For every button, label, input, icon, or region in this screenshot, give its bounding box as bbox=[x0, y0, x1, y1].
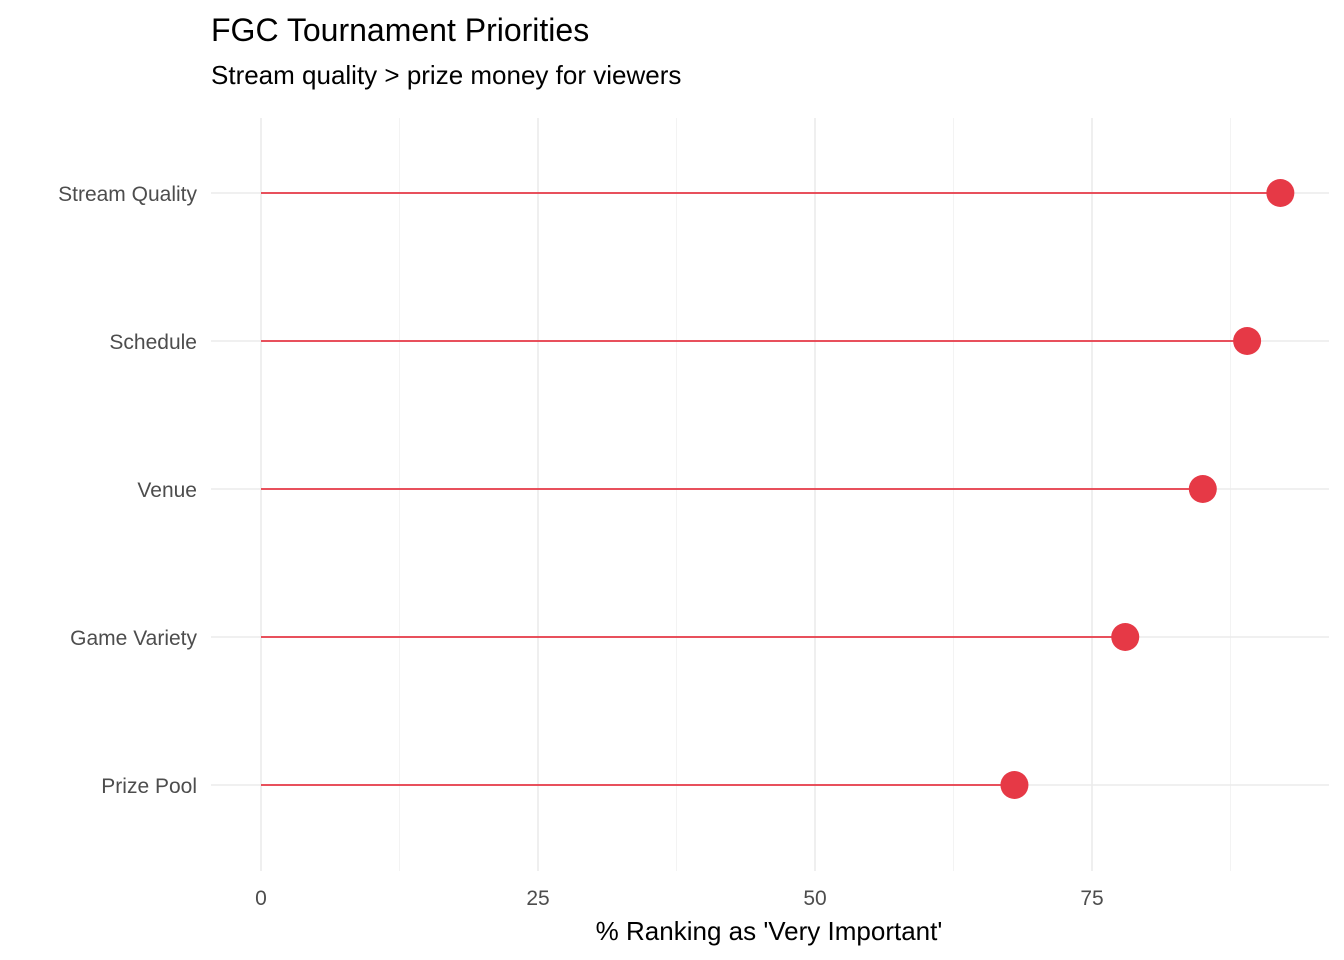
x-axis-title: % Ranking as 'Very Important' bbox=[596, 916, 943, 946]
x-axis-labels: 0 25 50 75 bbox=[255, 887, 1104, 910]
lollipop-point bbox=[1188, 475, 1217, 503]
x-tick-label: 50 bbox=[803, 887, 826, 910]
x-tick-label: 0 bbox=[255, 887, 267, 910]
y-tick-label: Schedule bbox=[109, 331, 197, 354]
y-tick-label: Prize Pool bbox=[101, 775, 197, 798]
chart-subtitle: Stream quality > prize money for viewers bbox=[211, 60, 681, 90]
y-axis-labels: Stream Quality Schedule Venue Game Variety P… bbox=[58, 183, 197, 798]
x-tick-label: 75 bbox=[1080, 887, 1103, 910]
grid bbox=[211, 118, 1329, 871]
lollipop-point bbox=[1000, 771, 1029, 799]
y-tick-label: Game Variety bbox=[70, 627, 197, 650]
y-tick-label: Stream Quality bbox=[58, 183, 197, 206]
data-marks bbox=[261, 179, 1295, 799]
lollipop-point bbox=[1111, 623, 1140, 651]
y-tick-label: Venue bbox=[137, 479, 197, 502]
chart-title: FGC Tournament Priorities bbox=[211, 12, 589, 48]
x-tick-label: 25 bbox=[526, 887, 549, 910]
lollipop-point bbox=[1266, 179, 1295, 207]
lollipop-point bbox=[1233, 327, 1262, 355]
